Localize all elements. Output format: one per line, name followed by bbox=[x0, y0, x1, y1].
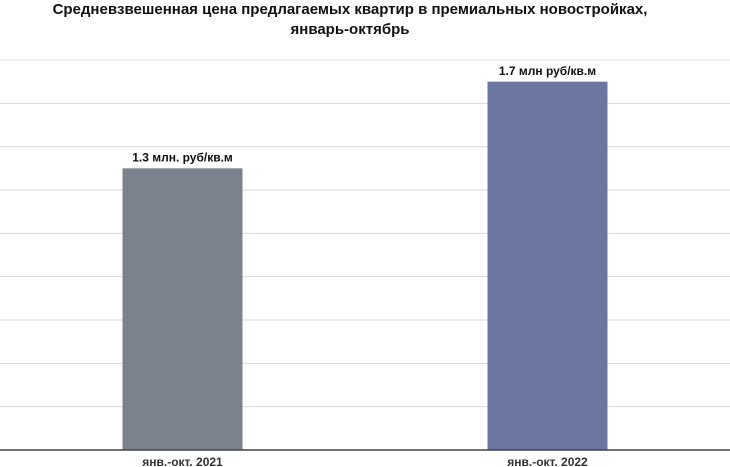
value-label: 1.3 млн. руб/кв.м bbox=[132, 151, 233, 165]
x-tick-label: янв.-окт. 2022 bbox=[507, 455, 588, 467]
bar bbox=[487, 81, 608, 451]
chart-title: январь-октябрь bbox=[291, 21, 410, 38]
value-label: 1.7 млн руб/кв.м bbox=[499, 64, 596, 78]
chart-title: Средневзвешенная цена предлагаемых кварт… bbox=[53, 1, 648, 18]
x-tick-label: янв.-окт. 2021 bbox=[142, 455, 223, 467]
bar bbox=[122, 168, 243, 451]
